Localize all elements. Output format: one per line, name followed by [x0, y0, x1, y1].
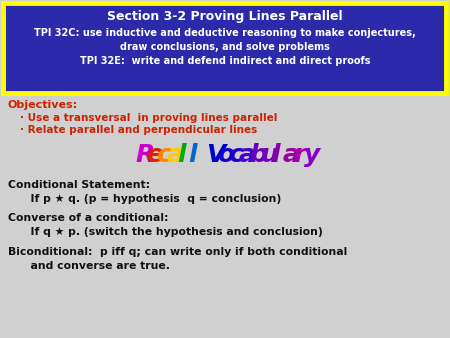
FancyBboxPatch shape: [3, 3, 446, 93]
Text: TPI 32C: use inductive and deductive reasoning to make conjectures,: TPI 32C: use inductive and deductive rea…: [34, 28, 416, 38]
Text: Converse of a conditional:: Converse of a conditional:: [8, 213, 168, 223]
Text: If q ★ p. (switch the hypothesis and conclusion): If q ★ p. (switch the hypothesis and con…: [8, 227, 323, 237]
Text: l: l: [177, 143, 186, 167]
Text: a: a: [167, 143, 184, 167]
Text: Biconditional:  p iff q; can write only if both conditional: Biconditional: p iff q; can write only i…: [8, 247, 347, 257]
Text: l: l: [188, 143, 197, 167]
Text: TPI 32E:  write and defend indirect and direct proofs: TPI 32E: write and defend indirect and d…: [80, 56, 370, 66]
Text: a: a: [239, 143, 256, 167]
Text: draw conclusions, and solve problems: draw conclusions, and solve problems: [120, 42, 330, 52]
Text: c: c: [157, 143, 171, 167]
Text: Conditional Statement:: Conditional Statement:: [8, 180, 150, 190]
Text: and converse are true.: and converse are true.: [8, 261, 170, 271]
Text: V: V: [207, 143, 226, 167]
Text: c: c: [228, 143, 243, 167]
Text: · Relate parallel and perpendicular lines: · Relate parallel and perpendicular line…: [20, 125, 257, 135]
Text: r: r: [293, 143, 305, 167]
Text: b: b: [250, 143, 268, 167]
Text: y: y: [304, 143, 320, 167]
Text: R: R: [135, 143, 155, 167]
Text: e: e: [146, 143, 163, 167]
Text: l: l: [271, 143, 280, 167]
Text: a: a: [282, 143, 299, 167]
Text: Section 3-2 Proving Lines Parallel: Section 3-2 Proving Lines Parallel: [107, 10, 343, 23]
Text: If p ★ q. (p = hypothesis  q = conclusion): If p ★ q. (p = hypothesis q = conclusion…: [8, 194, 281, 204]
Text: u: u: [261, 143, 278, 167]
Text: Objectives:: Objectives:: [8, 100, 78, 110]
Text: o: o: [217, 143, 234, 167]
Text: · Use a transversal  in proving lines parallel: · Use a transversal in proving lines par…: [20, 113, 277, 123]
